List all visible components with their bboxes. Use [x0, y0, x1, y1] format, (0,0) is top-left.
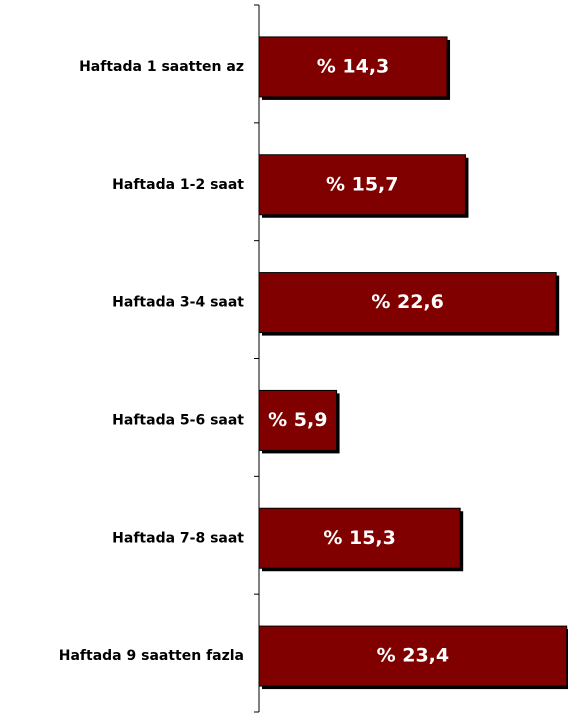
category-label: Haftada 7-8 saat	[112, 530, 244, 546]
value-label: % 14,3	[317, 55, 390, 77]
value-label: % 15,3	[323, 527, 396, 549]
value-label: % 22,6	[371, 291, 444, 313]
category-label: Haftada 1 saatten az	[79, 59, 244, 75]
bar	[258, 625, 568, 687]
category-label: Haftada 9 saatten fazla	[59, 648, 244, 664]
category-label: Haftada 3-4 saat	[112, 295, 244, 311]
category-label: Haftada 5-6 saat	[112, 412, 244, 428]
bar	[258, 507, 461, 569]
value-label: % 5,9	[268, 409, 327, 431]
value-label: % 23,4	[377, 645, 450, 667]
bar	[258, 154, 466, 216]
bar	[258, 36, 448, 98]
value-label: % 15,7	[326, 173, 399, 195]
bar	[258, 389, 338, 451]
category-label: Haftada 1-2 saat	[112, 177, 244, 193]
bar	[258, 272, 557, 334]
